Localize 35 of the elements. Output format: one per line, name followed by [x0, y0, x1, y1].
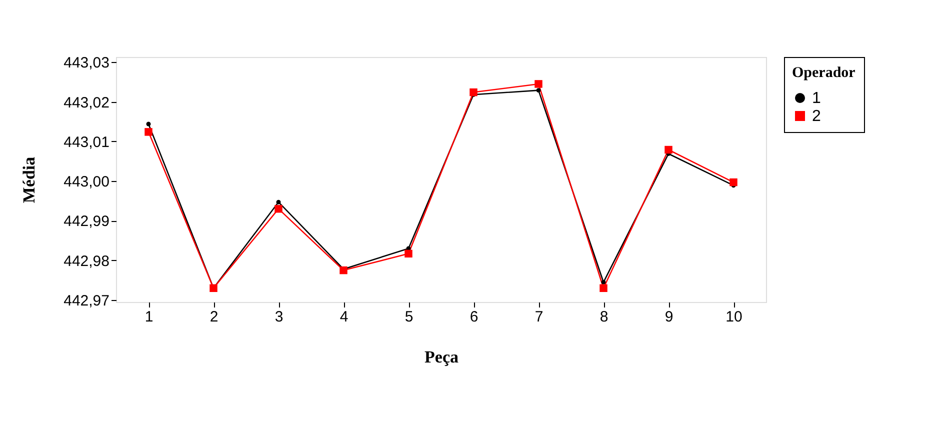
x-tick-label: 7	[534, 308, 544, 326]
point	[146, 122, 151, 126]
point	[404, 250, 412, 258]
point	[534, 80, 542, 88]
legend-label: 2	[812, 108, 821, 125]
y-tick-label: 442,98	[64, 252, 110, 270]
x-tick-label: 9	[664, 308, 674, 326]
point	[664, 146, 672, 154]
point	[144, 128, 152, 136]
x-axis-title: Peça	[424, 348, 459, 366]
point	[730, 178, 738, 186]
y-tick-label: 443,03	[64, 54, 110, 72]
point	[536, 88, 541, 93]
point	[601, 280, 606, 284]
y-tick-label: 442,99	[64, 213, 110, 230]
y-tick-label: 442,97	[64, 292, 110, 310]
x-tick-label: 10	[726, 308, 742, 326]
point	[470, 88, 478, 96]
x-tick-label: 6	[470, 308, 478, 326]
legend-label: 1	[812, 90, 821, 107]
y-tick-label: 443,01	[64, 134, 110, 151]
x-tick-label: 8	[600, 308, 608, 326]
x-tick-label: 2	[210, 308, 218, 326]
point	[274, 204, 282, 213]
x-tick-label: 1	[144, 308, 154, 326]
x-tick-label: 3	[274, 308, 284, 326]
point	[600, 284, 608, 292]
y-tick-label: 443,02	[64, 94, 110, 112]
y-tick-label: 443,00	[64, 174, 110, 191]
y-axis-title: Média	[20, 156, 39, 204]
point	[340, 266, 348, 274]
legend-title: Operador	[792, 65, 856, 81]
point	[276, 200, 281, 204]
x-tick-label: 4	[340, 308, 348, 326]
x-tick-label: 5	[404, 308, 414, 326]
